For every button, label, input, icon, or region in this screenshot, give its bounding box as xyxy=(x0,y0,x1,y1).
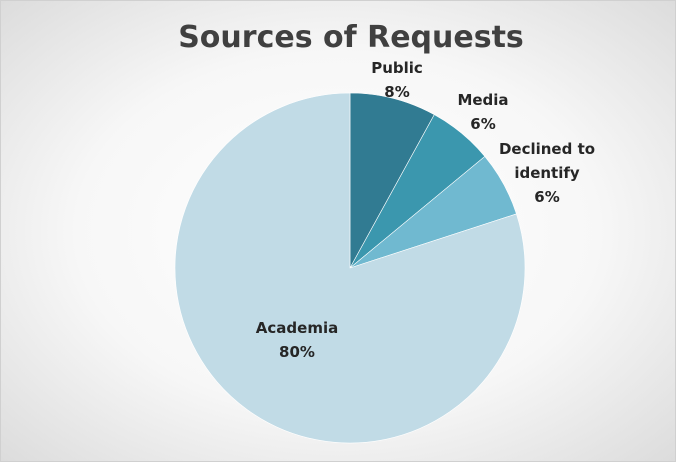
label-academia: Academia 80% xyxy=(256,319,338,361)
label-line: Media xyxy=(457,91,508,109)
label-line: 6% xyxy=(470,115,495,133)
label-declined: Declined to identify 6% xyxy=(499,140,595,206)
label-line: identify xyxy=(514,164,580,182)
label-public: Public 8% xyxy=(371,59,423,101)
label-media: Media 6% xyxy=(457,91,508,133)
label-line: 80% xyxy=(279,343,315,361)
label-line: 6% xyxy=(534,188,559,206)
label-line: Academia xyxy=(256,319,338,337)
label-line: 8% xyxy=(384,83,409,101)
slice-academia xyxy=(174,92,526,444)
pie-slices xyxy=(174,92,526,444)
label-line: Public xyxy=(371,59,423,77)
label-line: Declined to xyxy=(499,140,595,158)
pie-labels: Public 8% Media 6%Declined to identify 6%Acad… xyxy=(256,59,595,361)
chart-title: Sources of Requests xyxy=(178,20,524,55)
